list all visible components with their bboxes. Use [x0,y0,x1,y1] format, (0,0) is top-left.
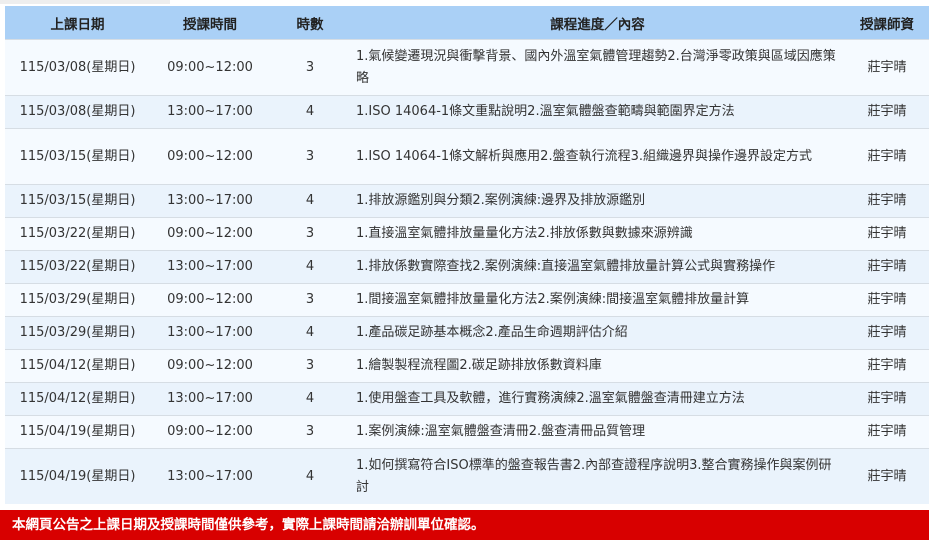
disclaimer-notice: 本網頁公告之上課日期及授課時間僅供參考，實際上課時間請洽辦訓單位確認。 [0,510,929,540]
time-cell: 13:00~17:00 [150,184,270,218]
content-cell: 1.ISO 14064-1條文解析與應用2.盤查執行流程3.組織邊界與操作邊界設… [350,128,845,185]
content-cell: 1.排放係數實際查找2.案例演練:直接溫室氣體排放量計算公式與實務操作 [350,250,845,284]
hours-cell: 3 [270,128,350,185]
teacher-cell: 莊宇晴 [845,283,929,317]
table-row: 115/04/19(星期日) 09:00~12:00 3 1.案例演練:溫室氣體盤查清… [5,415,929,449]
content-cell: 1.直接溫室氣體排放量量化方法2.排放係數與數據來源辨識 [350,217,845,251]
teacher-cell: 莊宇晴 [845,316,929,350]
table-row: 115/03/08(星期日) 09:00~12:00 3 1.氣候變遷現況與衝擊背景、… [5,39,929,96]
teacher-cell: 莊宇晴 [845,415,929,449]
header-date: 上課日期 [5,6,150,40]
teacher-cell: 莊宇晴 [845,217,929,251]
table-row: 115/04/19(星期日) 13:00~17:00 4 1.如何撰寫符合ISO標準的… [5,448,929,504]
date-cell: 115/03/22(星期日) [5,250,150,284]
content-cell: 1.間接溫室氣體排放量量化方法2.案例演練:間接溫室氣體排放量計算 [350,283,845,317]
date-cell: 115/03/22(星期日) [5,217,150,251]
hours-cell: 3 [270,283,350,317]
table-row: 115/03/15(星期日) 09:00~12:00 3 1.ISO 14064-1條… [5,128,929,185]
date-cell: 115/04/19(星期日) [5,448,150,504]
hours-cell: 3 [270,349,350,383]
hours-cell: 4 [270,448,350,504]
teacher-cell: 莊宇晴 [845,128,929,185]
date-cell: 115/04/12(星期日) [5,382,150,416]
hours-cell: 4 [270,316,350,350]
hours-cell: 3 [270,415,350,449]
teacher-cell: 莊宇晴 [845,250,929,284]
time-cell: 09:00~12:00 [150,415,270,449]
teacher-cell: 莊宇晴 [845,184,929,218]
table-row: 115/03/22(星期日) 13:00~17:00 4 1.排放係數實際查找2.案例… [5,250,929,284]
hours-cell: 4 [270,95,350,129]
table-row: 115/04/12(星期日) 09:00~12:00 3 1.繪製製程流程圖2.碳足跡… [5,349,929,383]
table-row: 115/03/08(星期日) 13:00~17:00 4 1.ISO 14064-1條… [5,95,929,129]
content-cell: 1.繪製製程流程圖2.碳足跡排放係數資料庫 [350,349,845,383]
hours-cell: 4 [270,184,350,218]
time-cell: 13:00~17:00 [150,95,270,129]
content-cell: 1.排放源鑑別與分類2.案例演練:邊界及排放源鑑別 [350,184,845,218]
top-tab-remnant [0,0,170,4]
time-cell: 13:00~17:00 [150,316,270,350]
content-cell: 1.產品碳足跡基本概念2.產品生命週期評估介紹 [350,316,845,350]
teacher-cell: 莊宇晴 [845,382,929,416]
date-cell: 115/03/29(星期日) [5,316,150,350]
hours-cell: 3 [270,39,350,96]
hours-cell: 4 [270,250,350,284]
content-cell: 1.使用盤查工具及軟體，進行實務演練2.溫室氣體盤查清冊建立方法 [350,382,845,416]
table-row: 115/03/15(星期日) 13:00~17:00 4 1.排放源鑑別與分類2.案例… [5,184,929,218]
time-cell: 09:00~12:00 [150,217,270,251]
date-cell: 115/03/29(星期日) [5,283,150,317]
date-cell: 115/03/08(星期日) [5,95,150,129]
time-cell: 09:00~12:00 [150,283,270,317]
time-cell: 13:00~17:00 [150,250,270,284]
content-cell: 1.案例演練:溫室氣體盤查清冊2.盤查清冊品質管理 [350,415,845,449]
hours-cell: 4 [270,382,350,416]
table-header-row: 上課日期 授課時間 時數 課程進度／內容 授課師資 [5,6,929,40]
time-cell: 09:00~12:00 [150,39,270,96]
content-cell: 1.如何撰寫符合ISO標準的盤查報告書2.內部查證程序說明3.整合實務操作與案例… [350,448,845,504]
table-row: 115/03/29(星期日) 09:00~12:00 3 1.間接溫室氣體排放量量化方… [5,283,929,317]
teacher-cell: 莊宇晴 [845,39,929,96]
header-time: 授課時間 [150,6,270,40]
time-cell: 09:00~12:00 [150,349,270,383]
time-cell: 13:00~17:00 [150,382,270,416]
table-row: 115/03/22(星期日) 09:00~12:00 3 1.直接溫室氣體排放量量化方… [5,217,929,251]
header-content: 課程進度／內容 [350,6,845,40]
date-cell: 115/04/12(星期日) [5,349,150,383]
course-schedule-table: 上課日期 授課時間 時數 課程進度／內容 授課師資 115/03/08(星期日)… [5,6,929,504]
teacher-cell: 莊宇晴 [845,349,929,383]
date-cell: 115/03/15(星期日) [5,128,150,185]
table-row: 115/03/29(星期日) 13:00~17:00 4 1.產品碳足跡基本概念2.產… [5,316,929,350]
table-row: 115/04/12(星期日) 13:00~17:00 4 1.使用盤查工具及軟體，進行… [5,382,929,416]
content-cell: 1.氣候變遷現況與衝擊背景、國內外溫室氣體管理趨勢2.台灣淨零政策與區域因應策略 [350,39,845,96]
header-hours: 時數 [270,6,350,40]
date-cell: 115/03/15(星期日) [5,184,150,218]
time-cell: 09:00~12:00 [150,128,270,185]
hours-cell: 3 [270,217,350,251]
content-cell: 1.ISO 14064-1條文重點說明2.溫室氣體盤查範疇與範圍界定方法 [350,95,845,129]
teacher-cell: 莊宇晴 [845,448,929,504]
time-cell: 13:00~17:00 [150,448,270,504]
date-cell: 115/03/08(星期日) [5,39,150,96]
header-teacher: 授課師資 [845,6,929,40]
teacher-cell: 莊宇晴 [845,95,929,129]
date-cell: 115/04/19(星期日) [5,415,150,449]
